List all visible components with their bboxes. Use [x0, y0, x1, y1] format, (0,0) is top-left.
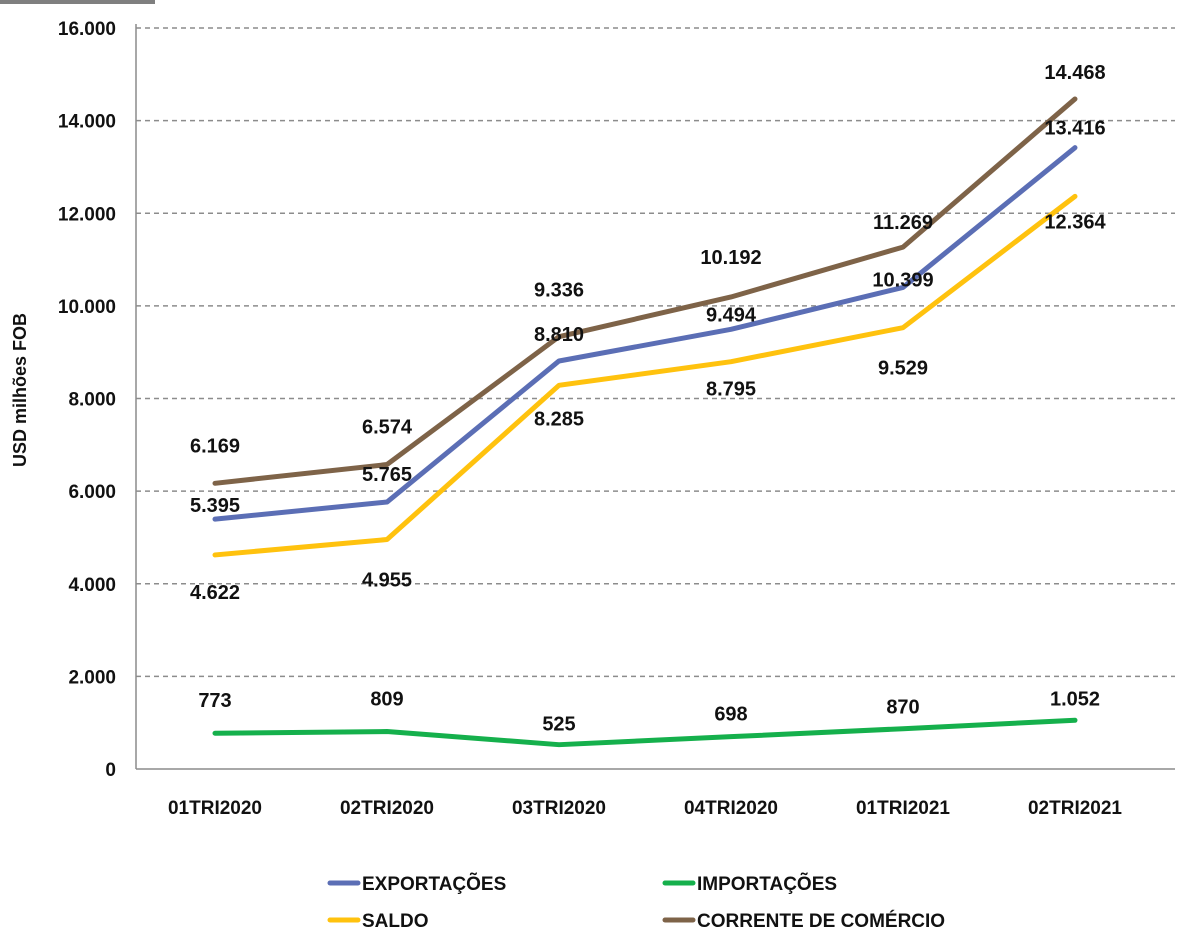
legend-label: IMPORTAÇÕES: [697, 873, 837, 895]
data-label-corrente: 6.169: [190, 435, 240, 457]
y-tick-label: 0: [105, 760, 116, 781]
x-axis-ticks: 01TRI2020 02TRI2020 03TRI2020 04TRI2020 01TR…: [168, 798, 1122, 819]
data-labels: 5.395 5.765 8.810 9.494 10.399 13.416 773 809 52…: [190, 62, 1106, 736]
data-label-exportacoes: 10.399: [872, 269, 933, 291]
data-label-saldo: 8.285: [534, 408, 584, 430]
data-label-corrente: 14.468: [1044, 62, 1105, 84]
y-tick-label: 14.000: [58, 112, 116, 133]
data-label-corrente: 10.192: [700, 247, 761, 269]
data-label-importacoes: 525: [542, 714, 575, 736]
series-line-saldo: [212, 193, 1078, 558]
legend-item-importacoes: IMPORTAÇÕES: [662, 873, 837, 895]
data-label-saldo: 9.529: [878, 358, 928, 380]
data-label-importacoes: 809: [370, 689, 403, 711]
data-label-saldo: 4.955: [362, 570, 412, 592]
data-label-importacoes: 1.052: [1050, 688, 1100, 710]
data-label-exportacoes: 13.416: [1044, 118, 1105, 140]
data-label-saldo: 8.795: [706, 379, 756, 401]
data-label-exportacoes: 5.765: [362, 464, 412, 486]
x-tick-label: 04TRI2020: [684, 798, 778, 819]
x-tick-label: 02TRI2021: [1028, 798, 1122, 819]
x-tick-label: 01TRI2021: [856, 798, 950, 819]
data-label-importacoes: 773: [198, 690, 231, 712]
data-label-corrente: 9.336: [534, 280, 584, 302]
data-label-saldo: 12.364: [1044, 211, 1106, 233]
series-lines: [212, 96, 1078, 748]
x-tick-label: 02TRI2020: [340, 798, 434, 819]
y-tick-label: 10.000: [58, 297, 116, 318]
y-axis-title: USD milhões FOB: [10, 313, 30, 467]
legend-label: CORRENTE DE COMÉRCIO: [697, 910, 945, 932]
legend-label: SALDO: [362, 911, 429, 932]
legend-item-saldo: SALDO: [327, 911, 429, 932]
data-label-saldo: 4.622: [190, 582, 240, 604]
y-tick-label: 2.000: [68, 667, 116, 688]
data-label-exportacoes: 5.395: [190, 495, 240, 517]
data-label-corrente: 6.574: [362, 417, 413, 439]
x-tick-label: 01TRI2020: [168, 798, 262, 819]
data-label-corrente: 11.269: [873, 212, 933, 234]
legend-item-corrente: CORRENTE DE COMÉRCIO: [662, 910, 945, 932]
corner-mark: [0, 0, 155, 4]
y-tick-label: 8.000: [68, 390, 116, 411]
y-tick-label: 12.000: [58, 204, 116, 225]
series-line-corrente: [212, 96, 1078, 486]
data-label-exportacoes: 9.494: [706, 304, 757, 326]
grid-lines: [135, 24, 1175, 769]
legend: EXPORTAÇÕES IMPORTAÇÕES SALDO CORRENTE DE C…: [327, 873, 945, 932]
y-tick-label: 6.000: [68, 482, 116, 503]
y-axis-ticks: 0 2.000 4.000 6.000 8.000 10.000 12.000 14.000 1…: [58, 19, 116, 781]
legend-label: EXPORTAÇÕES: [362, 873, 506, 895]
y-tick-label: 16.000: [58, 19, 116, 40]
series-line-importacoes: [212, 717, 1078, 748]
x-tick-label: 03TRI2020: [512, 798, 606, 819]
legend-item-exportacoes: EXPORTAÇÕES: [327, 873, 506, 895]
data-label-importacoes: 698: [714, 704, 747, 726]
data-label-importacoes: 870: [886, 697, 919, 719]
data-label-exportacoes: 8.810: [534, 324, 584, 346]
series-line-exportacoes: [212, 145, 1078, 522]
y-tick-label: 4.000: [68, 575, 116, 596]
